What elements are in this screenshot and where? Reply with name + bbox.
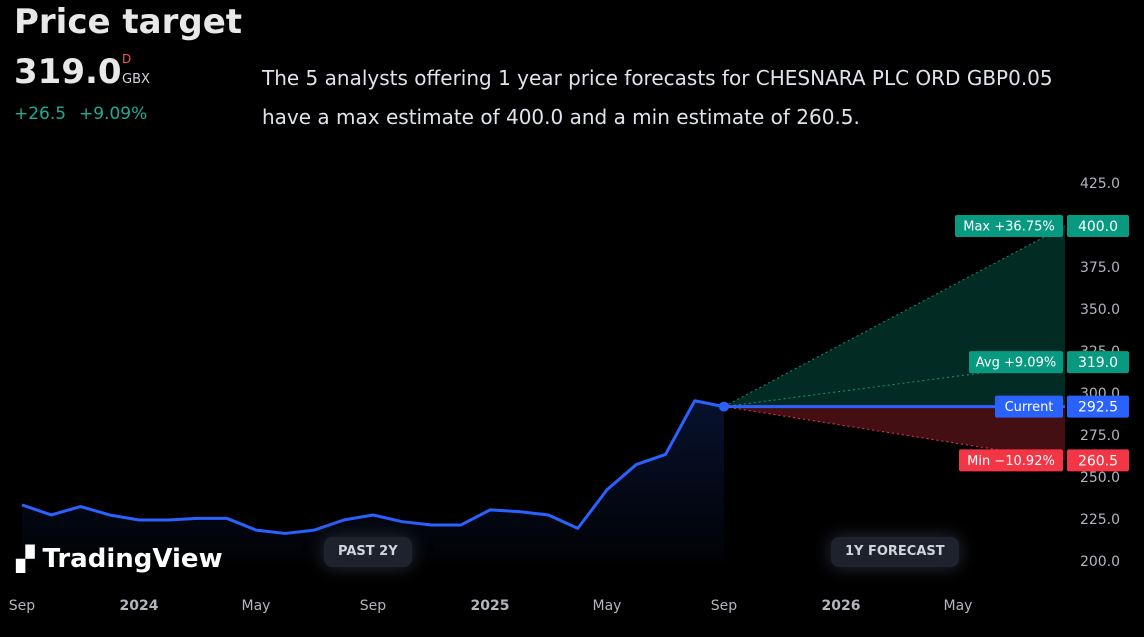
price-line xyxy=(21,399,725,535)
logo-icon: ▞ xyxy=(16,545,35,573)
forecast-down-area xyxy=(724,406,1065,461)
target-value: 319.0 xyxy=(1078,355,1118,371)
change-pct: +9.09% xyxy=(79,104,148,124)
y-tick-label: 425.0 xyxy=(1080,176,1120,192)
x-tick-label: May xyxy=(593,598,622,614)
x-tick-label: May xyxy=(242,598,271,614)
logo-text: TradingView xyxy=(42,544,223,574)
y-tick-label: 250.0 xyxy=(1080,470,1120,486)
target-label: Avg +9.09% xyxy=(976,356,1056,371)
target-label-box xyxy=(969,351,1063,374)
target-label-box xyxy=(995,395,1063,418)
logo: ▞ TradingView xyxy=(16,544,223,574)
target-value-box xyxy=(1067,351,1129,374)
target-label-box xyxy=(959,449,1063,472)
target-value: 292.5 xyxy=(1078,400,1118,416)
target-label: Max +36.75% xyxy=(963,220,1054,235)
target-value-box xyxy=(1067,395,1129,418)
target-label-box xyxy=(955,215,1063,237)
x-tick-label: May xyxy=(944,598,973,614)
target-label: Min −10.92% xyxy=(967,454,1055,469)
description-line: have a max estimate of 400.0 and a min e… xyxy=(262,105,860,129)
past-button[interactable]: PAST 2Y xyxy=(324,537,412,567)
current-point xyxy=(719,401,729,412)
x-tick-label: 2024 xyxy=(120,598,159,614)
y-tick-label: 200.0 xyxy=(1080,554,1120,570)
x-tick-label: Sep xyxy=(360,598,387,614)
target-value-box xyxy=(1067,449,1129,472)
x-tick-label: 2025 xyxy=(471,598,510,614)
x-tick-label: Sep xyxy=(711,598,738,614)
title: Price target xyxy=(14,2,243,42)
target-value: 400.0 xyxy=(1078,219,1118,235)
y-tick-label: 375.0 xyxy=(1080,260,1120,276)
description-line: The 5 analysts offering 1 year price for… xyxy=(262,66,1053,90)
x-tick-label: Sep xyxy=(9,598,36,614)
target-value: 260.5 xyxy=(1078,453,1118,469)
target-label: Current xyxy=(1005,400,1054,415)
y-tick-label: 225.0 xyxy=(1080,512,1120,528)
forecast-button[interactable]: 1Y FORECAST xyxy=(831,537,959,567)
currency: GBX xyxy=(122,72,150,87)
forecast-line xyxy=(723,225,1066,408)
target-value-box xyxy=(1067,215,1129,237)
forecast-up-area xyxy=(724,226,1065,407)
flag: D xyxy=(122,52,132,66)
change: +26.5 xyxy=(14,104,67,124)
y-tick-label: 275.0 xyxy=(1080,428,1120,444)
price: 319.0 xyxy=(14,52,122,92)
x-tick-label: 2026 xyxy=(822,598,861,614)
y-tick-label: 350.0 xyxy=(1080,302,1120,318)
price-area xyxy=(22,400,724,562)
